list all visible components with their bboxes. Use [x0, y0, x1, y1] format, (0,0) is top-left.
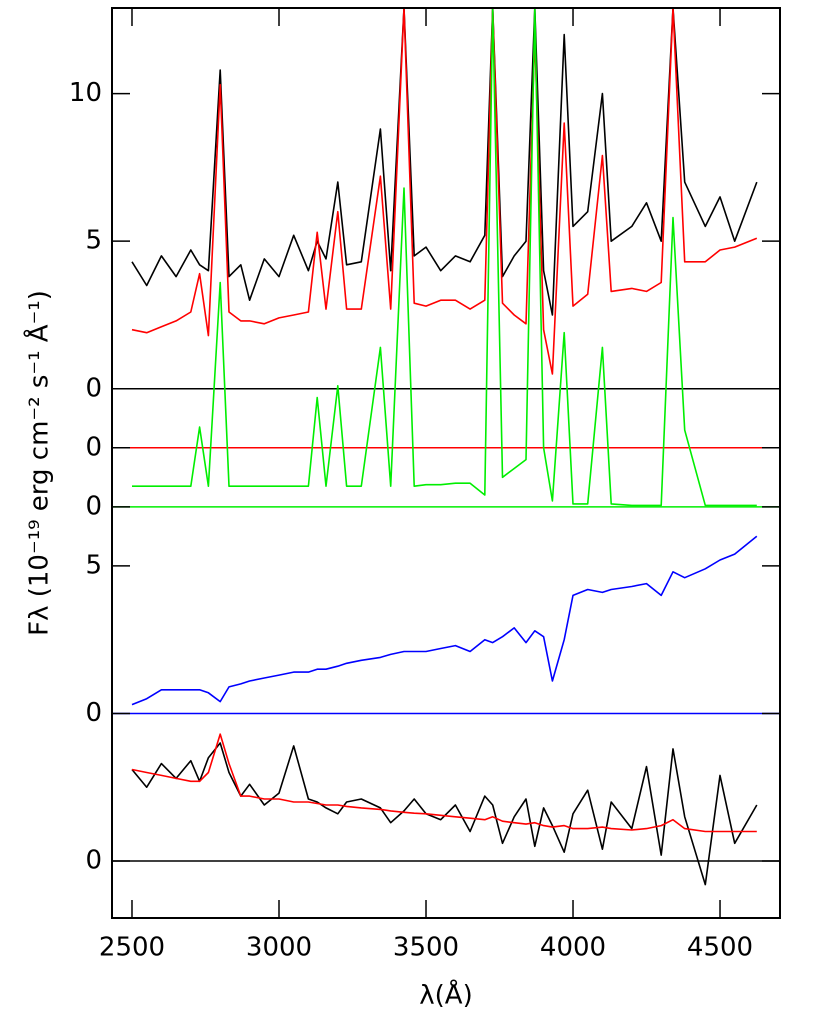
x-tick-label: 4500	[687, 933, 753, 963]
y-tick-label: 10	[69, 78, 102, 108]
spectrum-line	[131, 535, 758, 706]
x-tick-label: 4000	[540, 933, 606, 963]
x-tick-label: 2500	[99, 933, 165, 963]
y-axis-label: Fλ (10⁻¹⁹ erg cm⁻² s⁻¹ Å⁻¹)	[23, 290, 55, 636]
y-tick-label: 0	[85, 432, 102, 462]
plot-frame	[111, 7, 781, 919]
spectrum-line	[131, 8, 758, 375]
x-tick-label: 3000	[246, 933, 312, 963]
spectrum-line	[131, 8, 758, 316]
x-tick-label: 3500	[393, 933, 459, 963]
y-tick-label: 0	[85, 491, 102, 521]
y-tick-label: 5	[85, 550, 102, 580]
spectrum-line	[131, 742, 758, 886]
y-tick-label: 0	[85, 698, 102, 728]
spectrum-line	[132, 8, 757, 507]
plot-area	[112, 8, 780, 886]
y-tick-label: 0	[85, 373, 102, 403]
y-tick-label: 5	[85, 226, 102, 256]
spectrum-line	[131, 733, 757, 833]
x-axis-label: λ(Å)	[419, 979, 472, 1011]
y-tick-label: 0	[85, 846, 102, 876]
